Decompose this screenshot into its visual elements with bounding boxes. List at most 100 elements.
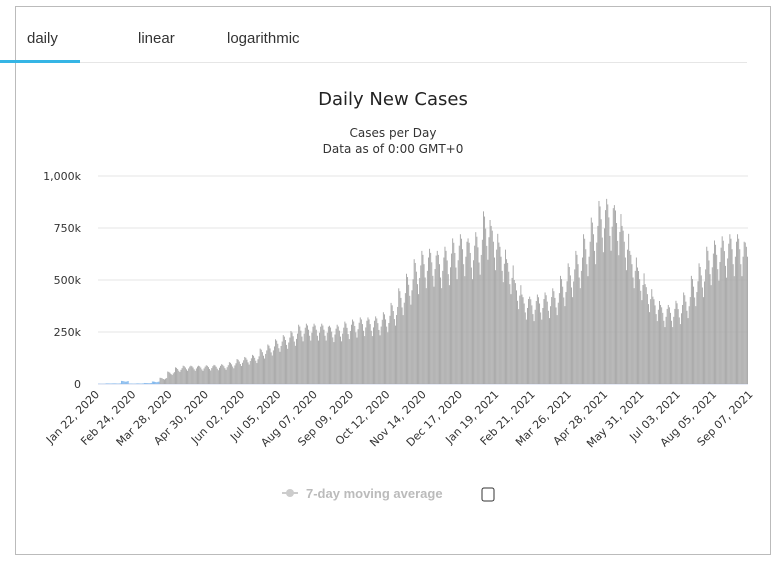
daily-bar[interactable] [679, 324, 681, 384]
daily-bar[interactable] [225, 369, 227, 384]
daily-bar[interactable] [150, 383, 152, 384]
daily-bar[interactable] [555, 307, 557, 384]
daily-bar[interactable] [151, 381, 153, 384]
daily-bar[interactable] [382, 312, 384, 384]
daily-bar[interactable] [373, 327, 374, 384]
daily-bar[interactable] [495, 270, 497, 384]
daily-bar[interactable] [413, 259, 415, 384]
daily-bar[interactable] [409, 295, 411, 384]
daily-bar[interactable] [738, 238, 740, 384]
daily-bar[interactable] [431, 262, 433, 384]
daily-bar[interactable] [265, 353, 267, 384]
daily-bar[interactable] [622, 230, 624, 384]
daily-bar[interactable] [204, 366, 206, 384]
daily-bar[interactable] [195, 368, 197, 384]
daily-bar[interactable] [375, 316, 377, 384]
daily-bar[interactable] [428, 257, 429, 384]
daily-bar[interactable] [220, 365, 222, 384]
daily-bar[interactable] [358, 322, 360, 384]
daily-bar[interactable] [525, 319, 527, 384]
daily-bar[interactable] [171, 375, 173, 384]
daily-bar[interactable] [486, 245, 488, 384]
daily-bar[interactable] [586, 264, 588, 384]
daily-bar[interactable] [633, 288, 635, 384]
daily-bar[interactable] [564, 306, 566, 384]
daily-bar[interactable] [209, 369, 211, 384]
daily-bar[interactable] [572, 297, 574, 384]
daily-bar[interactable] [450, 267, 451, 384]
daily-bar[interactable] [239, 364, 241, 384]
daily-bar[interactable] [197, 366, 198, 384]
daily-bar[interactable] [439, 264, 440, 384]
tab-linear[interactable]: linear [138, 30, 175, 47]
daily-bar[interactable] [456, 279, 458, 384]
daily-bar[interactable] [212, 366, 214, 384]
daily-bar[interactable] [632, 277, 634, 384]
daily-bar[interactable] [744, 242, 746, 384]
daily-bar[interactable] [553, 291, 555, 384]
daily-bar[interactable] [708, 260, 710, 384]
daily-bar[interactable] [556, 315, 558, 384]
daily-bar[interactable] [233, 368, 235, 384]
daily-bar[interactable] [345, 323, 347, 384]
daily-bar[interactable] [604, 228, 605, 384]
daily-bar[interactable] [433, 286, 435, 384]
daily-bar[interactable] [221, 364, 223, 384]
daily-bar[interactable] [656, 321, 658, 384]
daily-bar[interactable] [576, 254, 578, 384]
daily-bar[interactable] [298, 324, 300, 384]
daily-bar[interactable] [166, 378, 168, 384]
daily-bar[interactable] [479, 274, 481, 384]
daily-bar[interactable] [402, 315, 404, 384]
daily-bar[interactable] [192, 367, 194, 384]
daily-bar[interactable] [432, 275, 434, 384]
daily-bar[interactable] [276, 340, 278, 384]
daily-bar[interactable] [596, 242, 598, 384]
daily-bar[interactable] [606, 198, 608, 384]
daily-bar[interactable] [635, 257, 637, 384]
daily-bar[interactable] [542, 307, 544, 384]
daily-bar[interactable] [392, 310, 394, 384]
daily-bar[interactable] [520, 285, 522, 384]
daily-bar[interactable] [346, 327, 348, 384]
daily-bar[interactable] [523, 303, 525, 384]
daily-bar[interactable] [683, 292, 685, 384]
daily-bar[interactable] [445, 250, 447, 384]
daily-bar[interactable] [399, 291, 401, 384]
daily-bar[interactable] [256, 363, 258, 384]
daily-bar[interactable] [407, 277, 409, 384]
daily-bar[interactable] [588, 256, 590, 384]
daily-bar[interactable] [237, 359, 239, 384]
daily-bar[interactable] [571, 287, 572, 384]
daily-bar[interactable] [740, 264, 742, 384]
daily-bar[interactable] [347, 334, 349, 384]
daily-bar[interactable] [266, 350, 268, 384]
daily-bar[interactable] [544, 292, 546, 384]
daily-bar[interactable] [743, 241, 745, 384]
daily-bar[interactable] [341, 341, 343, 384]
daily-bar[interactable] [137, 383, 139, 384]
daily-bar[interactable] [170, 374, 172, 384]
daily-bar[interactable] [678, 317, 680, 384]
daily-bar[interactable] [176, 367, 178, 384]
daily-bar[interactable] [301, 336, 303, 384]
daily-bar[interactable] [736, 241, 737, 384]
daily-bar[interactable] [610, 250, 612, 384]
daily-bar[interactable] [552, 288, 554, 384]
daily-bar[interactable] [739, 249, 741, 384]
daily-bar[interactable] [607, 204, 609, 384]
tab-logarithmic[interactable]: logarithmic [227, 30, 300, 47]
daily-bar[interactable] [244, 356, 246, 384]
daily-bar[interactable] [519, 295, 521, 384]
daily-bar[interactable] [353, 321, 355, 384]
daily-bar[interactable] [121, 380, 123, 384]
daily-bar[interactable] [478, 262, 480, 384]
daily-bar[interactable] [720, 247, 722, 384]
daily-bar[interactable] [380, 326, 382, 384]
daily-bar[interactable] [641, 300, 643, 384]
daily-bar[interactable] [120, 383, 121, 384]
daily-bar[interactable] [136, 383, 138, 384]
daily-bar[interactable] [199, 366, 201, 384]
daily-bar[interactable] [492, 241, 494, 384]
daily-bar[interactable] [292, 336, 294, 384]
